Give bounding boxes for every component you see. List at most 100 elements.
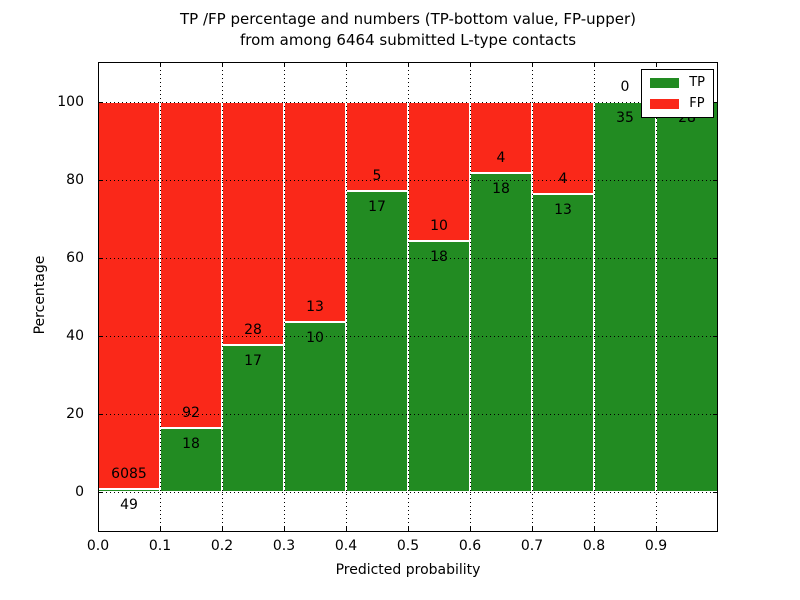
x-tick-mark — [408, 527, 410, 532]
legend-label-fp: FP — [689, 96, 705, 111]
gridline-vertical — [532, 62, 533, 532]
gridline-vertical — [222, 62, 223, 532]
x-tick-label: 0.3 — [272, 538, 296, 554]
bar-count-label-fp: 92 — [182, 405, 200, 422]
bar-count-label-tp: 17 — [244, 352, 262, 369]
bar-segment-tp — [284, 322, 346, 492]
x-tick-mark — [532, 62, 534, 67]
y-tick-mark — [98, 102, 103, 104]
bar-count-label-fp: 4 — [558, 170, 568, 187]
x-tick-mark — [284, 62, 286, 67]
chart-title-line1: TP /FP percentage and numbers (TP-bottom… — [180, 10, 636, 28]
y-tick-label: 60 — [66, 250, 84, 267]
y-tick-label: 0 — [75, 483, 84, 500]
x-tick-mark — [656, 62, 658, 67]
x-axis-label: Predicted probability — [335, 562, 481, 578]
bar-segment-tp — [346, 190, 408, 492]
y-tick-label: 100 — [57, 94, 84, 111]
x-tick-mark — [408, 62, 410, 67]
x-tick-label: 0.8 — [582, 538, 606, 554]
bar-count-label-fp: 13 — [306, 299, 324, 316]
x-tick-mark — [98, 62, 100, 67]
gridline-vertical — [470, 62, 471, 532]
y-tick-mark — [98, 491, 103, 494]
x-tick-label: 0.7 — [520, 538, 544, 554]
y-tick-mark — [713, 413, 718, 416]
x-tick-label: 0.2 — [210, 538, 234, 554]
bar-count-label-fp: 0 — [620, 79, 630, 96]
x-tick-mark — [160, 62, 162, 67]
legend-entry-fp: FP — [650, 96, 705, 111]
bar-segment-fp — [160, 102, 222, 429]
y-tick-mark — [98, 335, 103, 338]
x-tick-mark — [532, 527, 534, 532]
bar-segment-tp — [656, 102, 718, 492]
y-tick-label: 80 — [66, 172, 84, 189]
y-tick-label: 20 — [66, 405, 84, 422]
legend-label-tp: TP — [689, 75, 705, 90]
bar-count-label-tp: 13 — [554, 201, 572, 218]
x-axis-tick-labels: 0.0 0.1 0.2 0.3 0.4 0.5 0.6 0.7 0.8 0.9 — [87, 538, 718, 558]
bar-count-label-fp: 4 — [496, 149, 506, 166]
gridline-vertical — [160, 62, 161, 532]
bar-segment-tp — [408, 241, 470, 492]
x-tick-mark — [594, 527, 596, 532]
bar-count-label-fp: 28 — [244, 321, 262, 338]
bar-segment-fp — [98, 102, 160, 489]
gridline-vertical — [408, 62, 409, 532]
legend-swatch-fp-icon — [650, 98, 680, 109]
bar-segment-fp — [284, 102, 346, 323]
bar-count-label-tp: 10 — [306, 330, 324, 347]
chart-title: TP /FP percentage and numbers (TP-bottom… — [98, 9, 718, 51]
legend: TP FP — [641, 69, 714, 118]
bar-segment-fp — [346, 102, 408, 191]
x-tick-mark — [346, 527, 348, 532]
x-tick-mark — [594, 62, 596, 67]
x-tick-label: 0.0 — [86, 538, 110, 554]
bar-count-label-tp: 35 — [616, 110, 634, 127]
gridline-vertical — [346, 62, 347, 532]
bar-segment-tp — [594, 102, 656, 492]
y-tick-mark — [713, 335, 718, 338]
bar-segment-tp — [532, 193, 594, 492]
bar-count-label-tp: 17 — [368, 198, 386, 215]
bar-count-label-fp: 5 — [372, 167, 382, 184]
x-tick-mark — [160, 527, 162, 532]
gridline-vertical — [284, 62, 285, 532]
x-tick-mark — [222, 527, 224, 532]
bar-segment-tp — [470, 172, 532, 492]
y-tick-label: 40 — [66, 327, 84, 344]
bar-segment-tp — [160, 428, 222, 492]
plot-area: TP FP 6085 49 92 18 28 17 13 10 5 17 10 18 4 18 4 13 0 35… — [98, 62, 718, 532]
y-tick-mark — [98, 413, 103, 416]
x-tick-label: 0.4 — [334, 538, 358, 554]
x-tick-mark — [346, 62, 348, 67]
y-tick-mark — [98, 180, 103, 182]
x-tick-mark — [470, 527, 472, 532]
x-tick-label: 0.5 — [396, 538, 420, 554]
y-tick-mark — [98, 258, 103, 260]
bar-count-label-fp: 6085 — [111, 465, 147, 482]
legend-entry-tp: TP — [650, 75, 705, 90]
x-tick-mark — [98, 527, 100, 532]
x-tick-label: 0.1 — [148, 538, 172, 554]
y-tick-mark — [713, 102, 718, 104]
x-tick-mark — [656, 527, 658, 532]
gridline-vertical — [656, 62, 657, 532]
x-tick-label: 0.6 — [458, 538, 482, 554]
gridline-vertical — [594, 62, 595, 532]
y-axis-tick-labels: 0 20 40 60 80 100 — [0, 62, 90, 532]
legend-swatch-tp-icon — [650, 77, 680, 88]
y-tick-mark — [713, 491, 718, 494]
bar-count-label-fp: 10 — [430, 218, 448, 235]
y-axis-label: Percentage — [32, 255, 48, 335]
x-tick-mark — [284, 527, 286, 532]
bar-count-label-tp: 18 — [182, 436, 200, 453]
bar-count-label-tp: 49 — [120, 496, 138, 513]
y-tick-mark — [713, 180, 718, 182]
bar-segment-fp — [222, 102, 284, 345]
x-tick-label: 0.9 — [644, 538, 668, 554]
bar-count-label-tp: 18 — [430, 249, 448, 266]
y-tick-mark — [713, 258, 718, 260]
